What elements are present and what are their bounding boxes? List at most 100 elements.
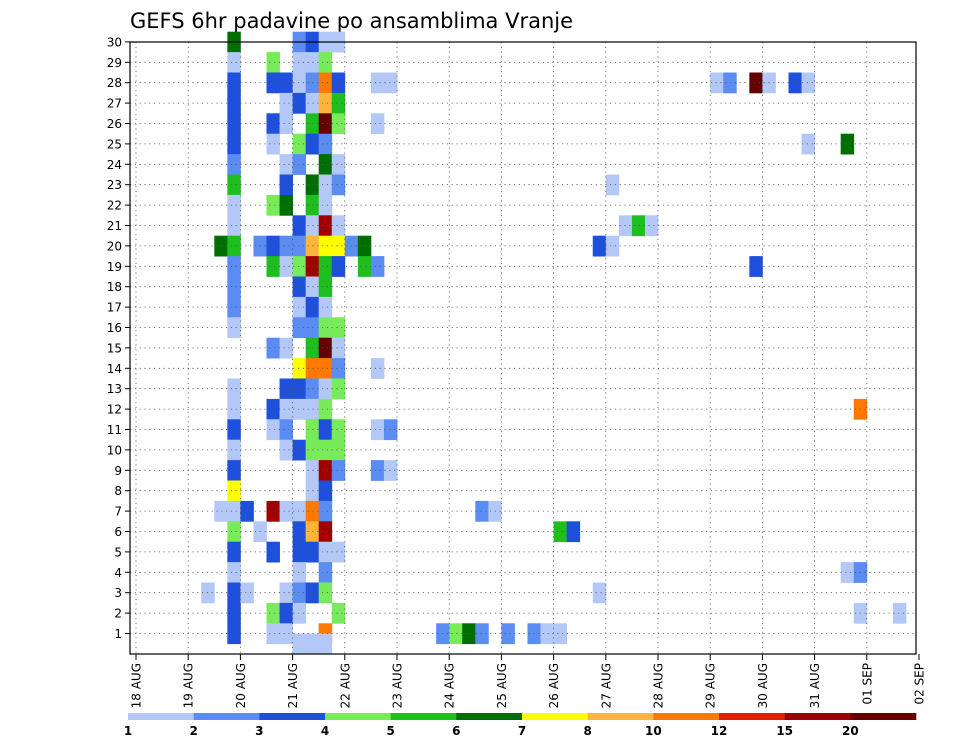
x-tick-label: 29 AUG [704,663,718,708]
heatmap-cell [227,154,241,175]
heatmap-cell [292,52,307,73]
heatmap-cell [383,72,398,94]
heatmap-cell [292,398,307,420]
heatmap-cell [279,419,293,441]
heatmap-cell [227,276,241,298]
heatmap-cell [227,398,241,420]
x-tick-label: 01 SEP [860,663,874,705]
y-tick-label: 20 [107,239,122,253]
heatmap-cell [292,602,307,624]
colorbar-label: 15 [776,724,793,738]
heatmap-cell [266,72,280,94]
heatmap-cell [266,133,280,155]
heatmap-cell [318,194,333,216]
heatmap-cell [553,521,568,543]
heatmap-cell [292,582,307,604]
heatmap-cell [318,296,333,318]
heatmap-cell [292,358,307,379]
heatmap-cell [331,602,346,624]
heatmap-cell [279,72,293,94]
heatmap-cell [840,133,855,155]
heatmap-cell [318,235,333,257]
heatmap-cell [279,194,293,216]
heatmap-cell [749,72,763,94]
heatmap-cell [292,541,307,563]
colorbar-segment [587,713,654,720]
heatmap-cell [749,256,763,277]
heatmap-cell [292,72,307,94]
heatmap-cell [331,72,346,94]
x-tick-label: 02 SEP [913,663,927,705]
heatmap-cells [201,31,907,655]
colorbar-segment [193,713,260,720]
heatmap-cell [383,460,398,481]
heatmap-cell [305,174,320,196]
y-tick-label: 2 [114,607,122,621]
heatmap-cell [227,194,241,216]
heatmap-cell [266,337,280,359]
chart-title: GEFS 6hr padavine po ansamblima Vranje [130,9,573,33]
x-tick-label: 24 AUG [443,663,457,708]
heatmap-cell [892,602,907,624]
heatmap-cell [227,215,241,237]
heatmap-cell [318,633,333,655]
heatmap-cell [305,480,320,502]
heatmap-cell [279,500,293,522]
y-tick-label: 15 [107,341,122,355]
x-tick-label: 27 AUG [599,663,613,708]
heatmap-cell [331,256,346,277]
heatmap-cell [631,215,646,237]
y-tick-label: 25 [107,137,122,151]
heatmap-cell [331,358,346,379]
heatmap-cell [383,419,398,441]
heatmap-cell [266,419,280,441]
heatmap-cell [292,633,307,655]
colorbar-segment [259,713,326,720]
heatmap-cell [292,562,307,583]
heatmap-cell [331,215,346,237]
y-tick-label: 17 [107,301,122,315]
heatmap-cell [227,235,241,257]
heatmap-cell [318,521,333,543]
heatmap-cell [292,256,307,277]
y-tick-label: 11 [107,423,122,437]
heatmap-cell [266,541,280,563]
heatmap-cell [305,296,320,318]
heatmap-cell [305,541,320,563]
heatmap-cell [279,602,293,624]
y-tick-label: 19 [107,260,122,274]
heatmap-cell [331,235,346,257]
heatmap-cell [370,460,385,481]
heatmap-cell [370,419,385,441]
heatmap-cell [305,378,320,400]
heatmap-cell [305,133,320,155]
y-axis: 1234567891011121314151617181920212223242… [107,35,130,641]
colorbar-segment [390,713,457,720]
heatmap-cell [292,154,307,175]
y-tick-label: 5 [114,545,122,559]
heatmap-cell [370,256,385,277]
heatmap-cell [292,215,307,237]
heatmap-cell [279,256,293,277]
heatmap-cell [475,500,489,522]
heatmap-cell [279,154,293,175]
heatmap-cell [305,194,320,216]
heatmap-cell [357,256,372,277]
y-tick-label: 6 [114,525,122,539]
heatmap-cell [279,92,293,114]
heatmap-cell [710,72,724,94]
colorbar-segment [325,713,391,720]
y-tick-label: 30 [107,35,122,49]
colorbar-label: 10 [645,724,662,738]
heatmap-cell [227,521,241,543]
heatmap-cell [279,235,293,257]
heatmap-cell [475,623,489,645]
colorbar-segment [850,713,917,720]
colorbar-label: 1 [124,724,132,738]
y-tick-label: 29 [107,56,122,70]
heatmap-cell [305,500,320,522]
heatmap-cell [644,215,659,237]
heatmap-cell [227,439,241,461]
heatmap-cell [357,235,372,257]
x-tick-label: 23 AUG [391,663,405,708]
